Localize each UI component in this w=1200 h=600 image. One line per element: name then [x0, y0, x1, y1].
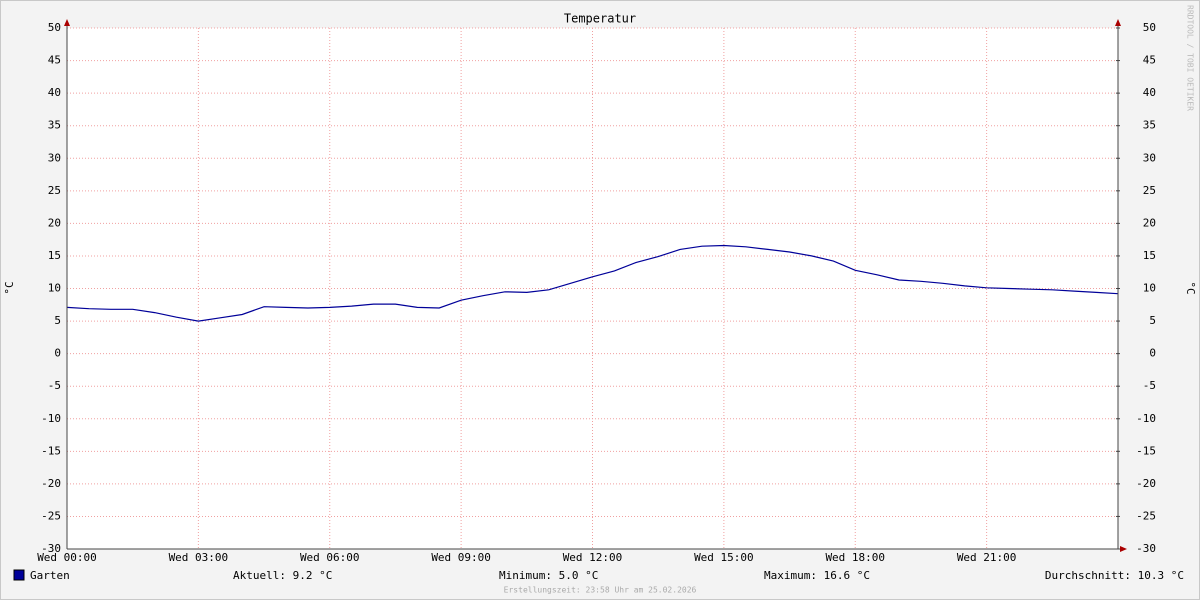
x-tick-label: Wed 12:00: [563, 551, 623, 564]
y2-tick-label: 30: [1143, 151, 1156, 164]
y-tick-label: -10: [41, 412, 61, 425]
stat: Maximum: 16.6 °C: [764, 569, 870, 582]
y-tick-label: -20: [41, 477, 61, 490]
y2-tick-label: 15: [1143, 249, 1156, 262]
y-tick-label: 0: [54, 347, 61, 360]
axis-arrow: [1120, 546, 1127, 552]
line: [66, 244, 1119, 322]
y-tick-label: 5: [54, 314, 61, 327]
y2-tick-label: 10: [1143, 282, 1156, 295]
y-tick-label: 40: [48, 86, 61, 99]
y2-tick-label: 25: [1143, 184, 1156, 197]
y2-tick-label: -20: [1136, 477, 1156, 490]
y-tick-label: 50: [48, 21, 61, 34]
legend-label: Garten: [30, 569, 70, 582]
y-tick-label: 10: [48, 282, 61, 295]
y2-tick-label: 50: [1143, 21, 1156, 34]
y-tick-label: 35: [48, 119, 61, 132]
footer: Erstellungszeit: 23:58 Uhr am 25.02.2026: [504, 586, 697, 595]
y2-tick-label: -5: [1143, 379, 1156, 392]
watermark: RRDTOOL / TOBI OETIKER: [1186, 5, 1195, 111]
stat: Aktuell: 9.2 °C: [233, 569, 332, 582]
stat: Minimum: 5.0 °C: [499, 569, 598, 582]
y2-tick-label: 35: [1143, 119, 1156, 132]
y-tick-label: -15: [41, 444, 61, 457]
axis-arrow: [64, 19, 70, 26]
x-tick-label: Wed 09:00: [431, 551, 491, 564]
x-tick-label: Wed 06:00: [300, 551, 360, 564]
y-tick-label: -30: [41, 542, 61, 555]
y2-tick-label: 5: [1149, 314, 1156, 327]
y-tick-label: 30: [48, 151, 61, 164]
x-tick-label: Wed 21:00: [957, 551, 1017, 564]
marks: [66, 244, 1119, 322]
x-tick-label: Wed 00:00: [37, 551, 97, 564]
y2-tick-label: 40: [1143, 86, 1156, 99]
y-tick-label: -5: [48, 379, 61, 392]
y2-tick-label: -15: [1136, 444, 1156, 457]
x-tick-label: Wed 15:00: [694, 551, 754, 564]
y-tick-label: 15: [48, 249, 61, 262]
x-tick-label: Wed 03:00: [169, 551, 229, 564]
y2-tick-label: 0: [1149, 347, 1156, 360]
grid: [66, 27, 1118, 550]
y-tick-label: 25: [48, 184, 61, 197]
stat: Durchschnitt: 10.3 °C: [1045, 569, 1184, 582]
y2-tick-label: 20: [1143, 216, 1156, 229]
y-tick-label: -25: [41, 509, 61, 522]
y2-tick-label: 45: [1143, 54, 1156, 67]
y-tick-label: 20: [48, 216, 61, 229]
x-tick-label: Wed 18:00: [825, 551, 885, 564]
chart-title: Temperatur: [564, 12, 636, 26]
y2-tick-label: -30: [1136, 542, 1156, 555]
axis-arrow: [1115, 19, 1121, 26]
legend-swatch: [13, 569, 25, 581]
y2-tick-label: -10: [1136, 412, 1156, 425]
y-tick-label: 45: [48, 54, 61, 67]
y2-tick-label: -25: [1136, 509, 1156, 522]
y-label: °C: [3, 281, 16, 294]
y2-label: °C: [1184, 281, 1197, 294]
